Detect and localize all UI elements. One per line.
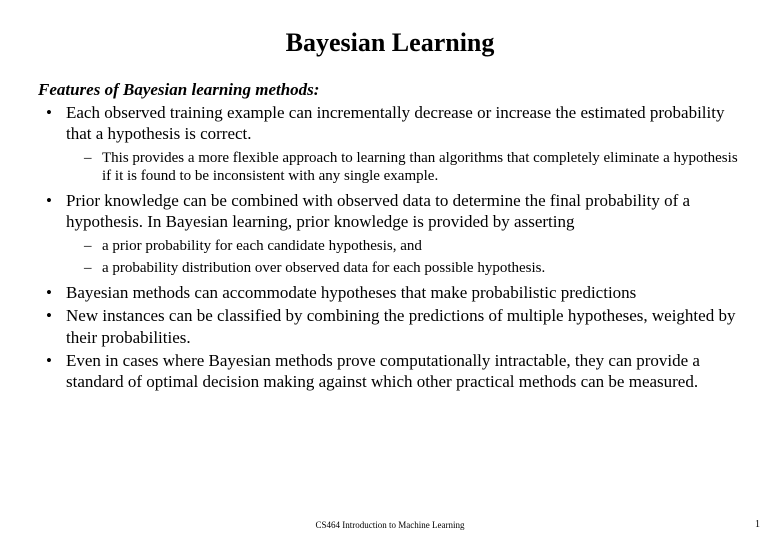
page-number: 1 [755, 519, 760, 530]
bullet-list: Each observed training example can incre… [38, 102, 742, 392]
bullet-item: Each observed training example can incre… [38, 102, 742, 186]
section-heading: Features of Bayesian learning methods: [38, 80, 742, 100]
bullet-text: Bayesian methods can accommodate hypothe… [66, 283, 636, 302]
footer-text: CS464 Introduction to Machine Learning [0, 520, 780, 530]
sub-list: a prior probability for each candidate h… [66, 237, 742, 279]
sub-item: This provides a more flexible approach t… [66, 149, 742, 187]
bullet-item: Bayesian methods can accommodate hypothe… [38, 282, 742, 303]
bullet-item: Prior knowledge can be combined with obs… [38, 190, 742, 278]
sub-list: This provides a more flexible approach t… [66, 149, 742, 187]
bullet-text: New instances can be classified by combi… [66, 306, 735, 346]
bullet-text: Each observed training example can incre… [66, 103, 724, 143]
bullet-item: New instances can be classified by combi… [38, 305, 742, 348]
sub-item: a probability distribution over observed… [66, 259, 742, 278]
slide-title: Bayesian Learning [38, 28, 742, 58]
bullet-text: Prior knowledge can be combined with obs… [66, 191, 690, 231]
bullet-item: Even in cases where Bayesian methods pro… [38, 350, 742, 393]
sub-item: a prior probability for each candidate h… [66, 237, 742, 256]
bullet-text: Even in cases where Bayesian methods pro… [66, 351, 700, 391]
